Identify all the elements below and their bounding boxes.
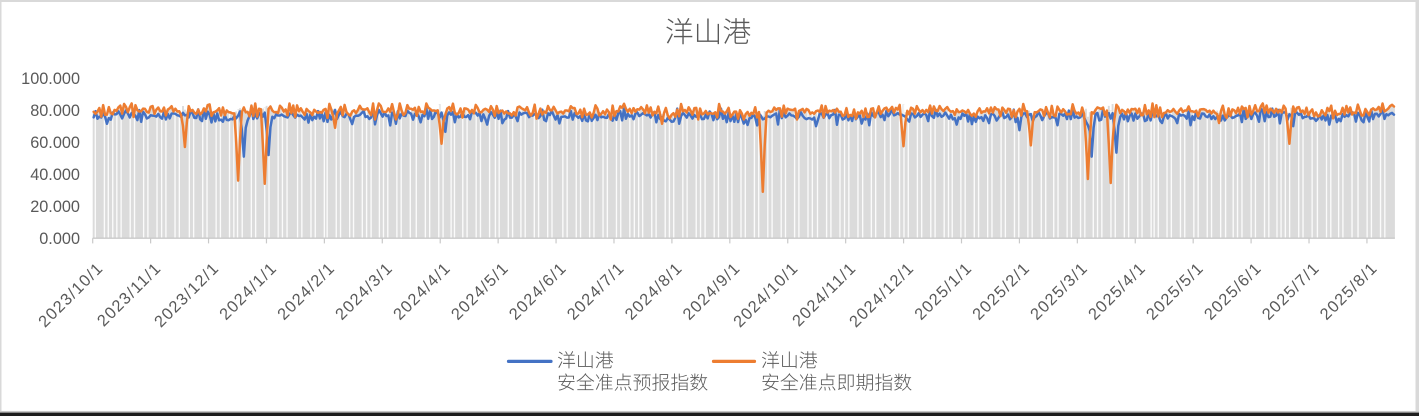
- svg-text:40.000: 40.000: [30, 166, 80, 184]
- svg-text:80.000: 80.000: [30, 102, 80, 120]
- svg-text:0.000: 0.000: [39, 230, 80, 248]
- svg-text:100.000: 100.000: [21, 70, 80, 88]
- svg-text:60.000: 60.000: [30, 134, 80, 152]
- svg-text:20.000: 20.000: [30, 198, 80, 216]
